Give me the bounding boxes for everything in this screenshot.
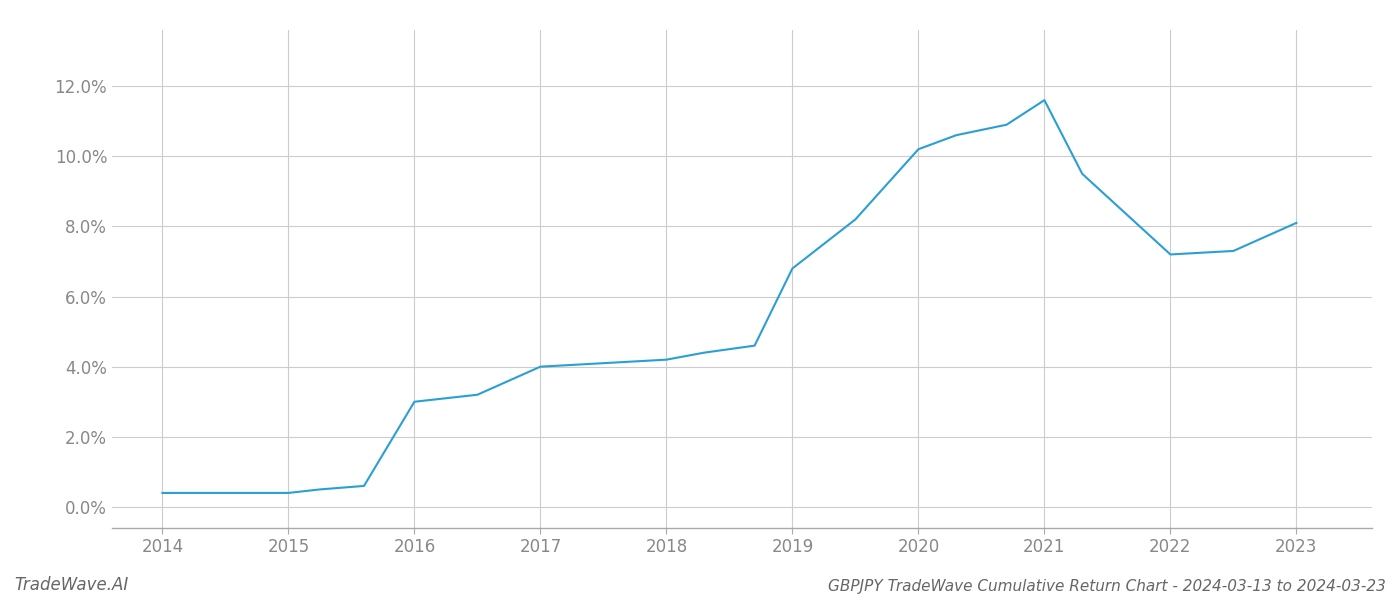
Text: TradeWave.AI: TradeWave.AI bbox=[14, 576, 129, 594]
Text: GBPJPY TradeWave Cumulative Return Chart - 2024-03-13 to 2024-03-23: GBPJPY TradeWave Cumulative Return Chart… bbox=[829, 579, 1386, 594]
